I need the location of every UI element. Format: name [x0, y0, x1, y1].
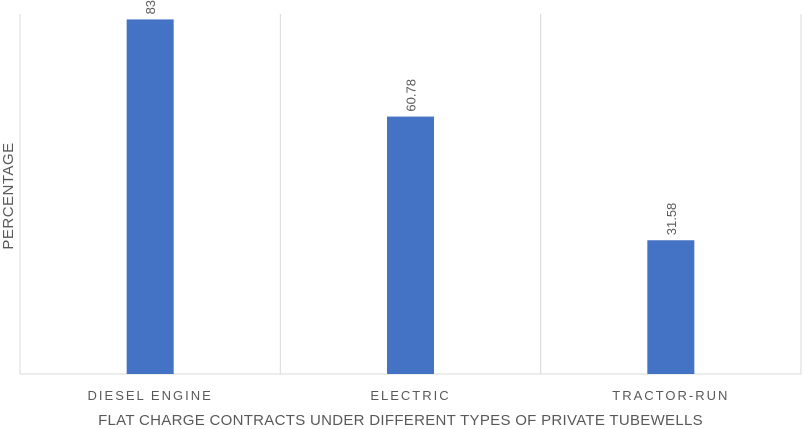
- x-tick-label: TRACTOR-RUN: [612, 388, 729, 403]
- x-axis-label: FLAT CHARGE CONTRACTS UNDER DIFFERENT TY…: [98, 412, 703, 429]
- data-label: 31.58: [664, 203, 679, 236]
- data-labels: 83.72 60.78 31.58: [143, 0, 679, 235]
- gridlines: [19, 14, 802, 374]
- bar: [126, 19, 174, 375]
- x-tick-label: DIESEL ENGINE: [88, 388, 213, 403]
- x-tick-label: ELECTRIC: [370, 388, 450, 403]
- y-axis-label: PERCENTAGE: [0, 142, 17, 249]
- bar-series: [126, 19, 695, 375]
- data-label: 60.78: [404, 79, 419, 112]
- data-label: 83.72: [143, 0, 158, 14]
- bar: [647, 240, 695, 374]
- x-tick-labels: DIESEL ENGINE ELECTRIC TRACTOR-RUN: [88, 388, 729, 403]
- bar: [387, 116, 434, 374]
